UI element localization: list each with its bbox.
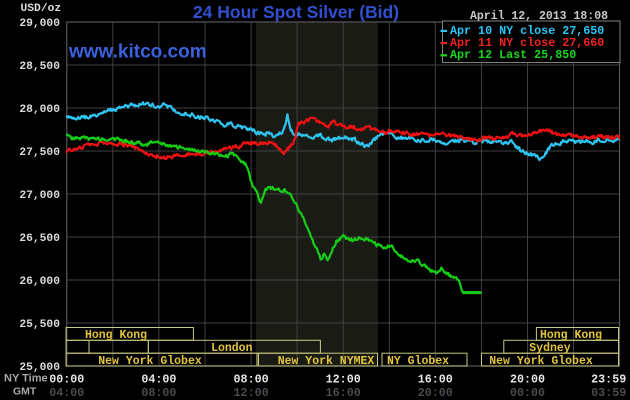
svg-text:08:00: 08:00 xyxy=(234,373,269,387)
svg-text:Sydney: Sydney xyxy=(529,342,571,355)
svg-text:27,000: 27,000 xyxy=(19,190,60,202)
svg-text:00:00: 00:00 xyxy=(49,373,84,387)
svg-text:16:00: 16:00 xyxy=(326,386,361,400)
svg-text:Apr 11 NY close 27,660: Apr 11 NY close 27,660 xyxy=(450,36,604,50)
svg-text:28,500: 28,500 xyxy=(19,61,60,73)
svg-text:04:00: 04:00 xyxy=(141,373,176,387)
svg-text:20:00: 20:00 xyxy=(510,373,545,387)
svg-text:Hong Kong: Hong Kong xyxy=(540,329,602,342)
svg-text:GMT: GMT xyxy=(13,386,37,398)
svg-text:Apr 10 NY close 27,650: Apr 10 NY close 27,650 xyxy=(450,24,604,38)
svg-text:Hong Kong: Hong Kong xyxy=(85,329,147,342)
svg-text:USD/oz: USD/oz xyxy=(21,3,62,15)
svg-text:26,500: 26,500 xyxy=(19,233,60,245)
svg-text:28,000: 28,000 xyxy=(19,104,60,116)
svg-text:London: London xyxy=(211,342,253,355)
svg-text:20:00: 20:00 xyxy=(418,386,453,400)
svg-text:NY Globex: NY Globex xyxy=(387,355,449,368)
svg-text:April 12, 2013 18:08: April 12, 2013 18:08 xyxy=(470,10,608,23)
svg-text:www.kitco.com: www.kitco.com xyxy=(68,42,207,63)
svg-text:New York NYMEX: New York NYMEX xyxy=(278,355,375,368)
svg-text:12:00: 12:00 xyxy=(326,373,361,387)
svg-text:27,500: 27,500 xyxy=(19,147,60,159)
svg-text:NY Time: NY Time xyxy=(4,373,48,385)
svg-text:25,500: 25,500 xyxy=(19,319,60,331)
svg-text:24 Hour Spot Silver (Bid): 24 Hour Spot Silver (Bid) xyxy=(193,2,399,22)
svg-text:23:59: 23:59 xyxy=(591,373,626,387)
svg-text:Apr 12 Last 25,850: Apr 12 Last 25,850 xyxy=(450,48,576,62)
svg-text:00:00: 00:00 xyxy=(510,386,545,400)
svg-text:08:00: 08:00 xyxy=(141,386,176,400)
svg-text:New York Globex: New York Globex xyxy=(489,355,593,368)
svg-text:25,000: 25,000 xyxy=(19,362,60,374)
svg-text:New York Globex: New York Globex xyxy=(98,355,202,368)
svg-text:26,000: 26,000 xyxy=(19,276,60,288)
svg-text:03:59: 03:59 xyxy=(591,386,626,400)
svg-text:04:00: 04:00 xyxy=(49,386,84,400)
svg-text:29,000: 29,000 xyxy=(19,18,60,30)
svg-text:12:00: 12:00 xyxy=(234,386,269,400)
svg-text:16:00: 16:00 xyxy=(418,373,453,387)
